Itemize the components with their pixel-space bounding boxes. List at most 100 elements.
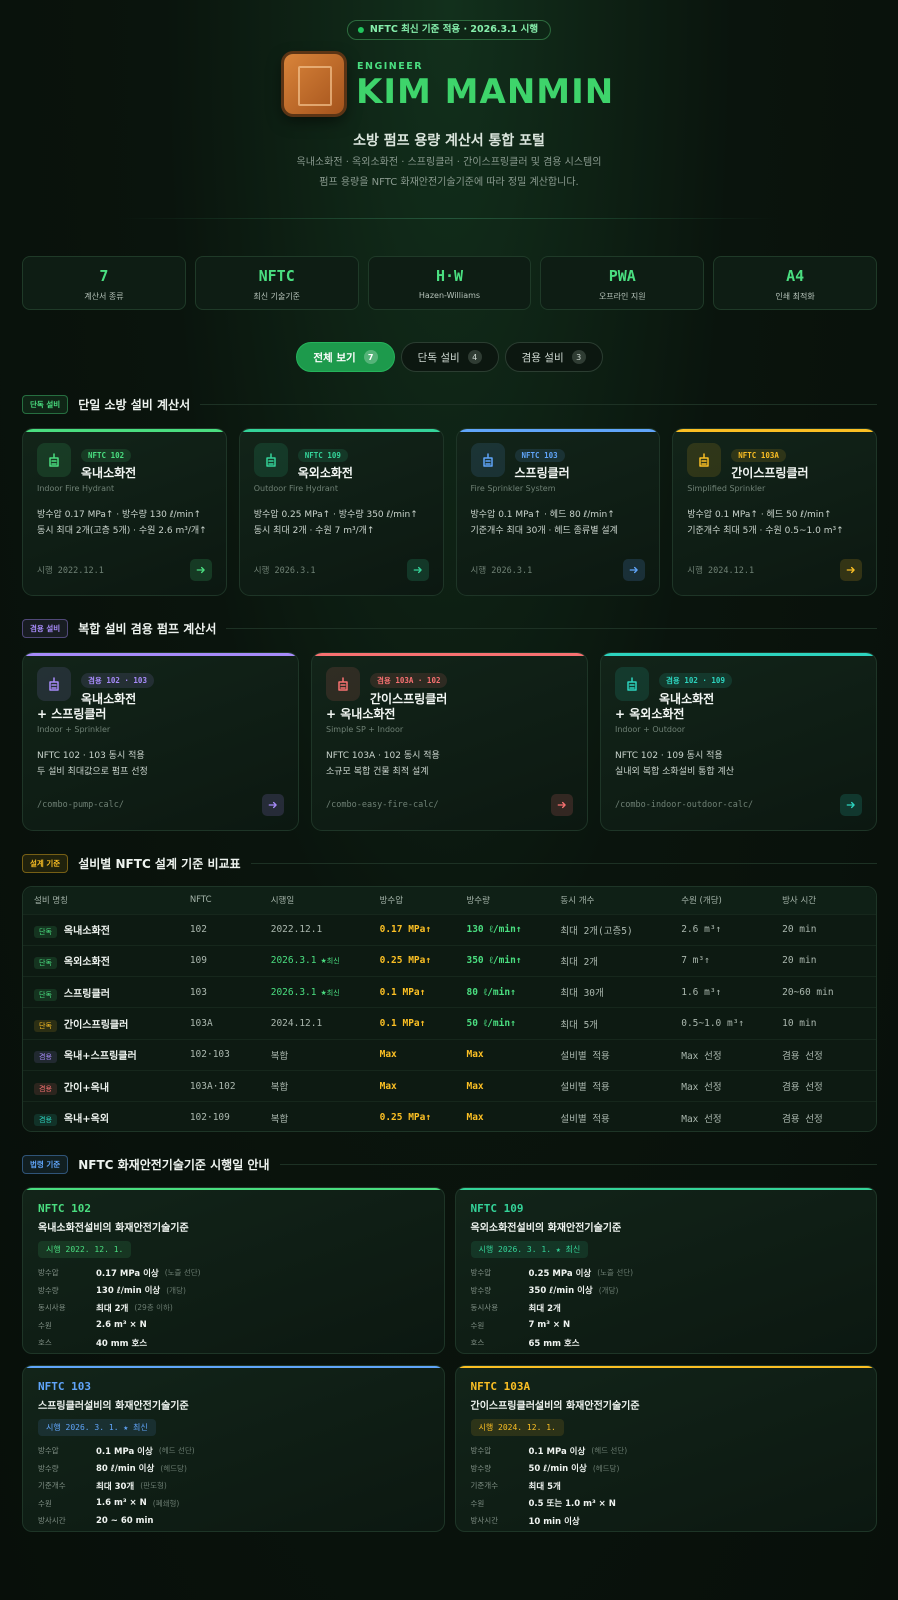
combo-card[interactable]: 겸용 103A · 102 간이스프링클러 + 옥내소화전 Simple SP + I… xyxy=(311,652,588,831)
table-cell: 80 ℓ/min↑ xyxy=(455,976,550,1008)
arrow-icon xyxy=(196,566,205,574)
stat-label: 오프라인 지원 xyxy=(598,292,646,301)
card-english: Outdoor Fire Hydrant xyxy=(253,484,338,493)
item-value: 0.5 또는 1.0 m³ × N xyxy=(528,1499,616,1510)
card-arrow[interactable] xyxy=(262,794,284,816)
section-title: 단일 소방 설비 계산서 xyxy=(78,397,191,412)
cell-text: Max xyxy=(379,1049,397,1061)
card-line: 소규모 복합 건물 최적 설계 xyxy=(326,767,429,777)
section-tag: 겸용 설비 xyxy=(22,618,69,638)
table-cell: 0.5~1.0 m³↑ xyxy=(670,1007,772,1040)
law-item: 기준개수 최대 5개 xyxy=(471,1477,862,1495)
item-note: (헤드당) xyxy=(160,1463,187,1473)
card-code: NFTC 103 xyxy=(514,449,565,462)
stat-label: 인쇄 최적화 xyxy=(775,292,815,301)
row-tag: 겸용 xyxy=(34,1051,57,1064)
cell-text: 2.6 m³↑ xyxy=(681,924,722,936)
stat-card: H·W Hazen-Williams xyxy=(367,256,532,310)
table-cell: Max xyxy=(455,1038,550,1071)
item-value: 7 m³ × N xyxy=(528,1320,571,1331)
filter-tab[interactable]: 단독 설비 4 xyxy=(400,342,499,372)
cell-text: 0.25 MPa↑ xyxy=(379,1112,432,1124)
item-value: 최대 5개 xyxy=(528,1481,561,1492)
cell-text: 간이+옥내 xyxy=(63,1082,110,1094)
table-cell: 0.25 MPa↑ xyxy=(368,944,456,977)
item-value: 130 ℓ/min 이상 xyxy=(96,1286,161,1297)
item-note: (헤드 선단) xyxy=(158,1446,195,1456)
card-arrow[interactable] xyxy=(189,559,212,581)
card-lines: NFTC 102 · 109 동시 적용 실내외 복합 소화설비 통합 계산 xyxy=(615,734,862,780)
card-icon xyxy=(615,667,649,701)
card-footer: 시행 2026.3.1 xyxy=(471,559,646,581)
section-tag: 단독 설비 xyxy=(22,394,69,414)
cell-text: 복합 xyxy=(270,1082,289,1094)
card-english: Simplified Sprinkler xyxy=(687,484,766,493)
law-code: NFTC 102 xyxy=(38,1202,91,1215)
card-name: 스프링클러 xyxy=(514,466,570,480)
description-line: 펌프 용량을 NFTC 화재안전기술기준에 따라 정밀 계산합니다. xyxy=(319,177,579,188)
cell-text: 스프링클러 xyxy=(63,988,110,1000)
item-note: (폐쇄형) xyxy=(152,1498,180,1508)
device-icon xyxy=(699,453,709,467)
section-tag: 설계 기준 xyxy=(22,853,69,873)
card-arrow[interactable] xyxy=(623,559,646,581)
table-cell: 350 ℓ/min↑ xyxy=(455,944,550,977)
card-arrow[interactable] xyxy=(406,559,429,581)
cell-text: 0.25 MPa↑ xyxy=(379,955,432,967)
column-header: 시행일 xyxy=(259,887,369,914)
law-item: 방수량 80 ℓ/min 이상 (헤드당) xyxy=(38,1460,429,1478)
card-arrow[interactable] xyxy=(551,794,573,816)
cell-text: Max xyxy=(466,1080,484,1092)
card-name: 옥내소화전 + 옥외소화전 xyxy=(615,692,862,722)
combo-card[interactable]: 겸용 102 · 109 옥내소화전 + 옥외소화전 Indoor + Outdoor… xyxy=(600,652,877,831)
card-arrow[interactable] xyxy=(840,794,862,816)
calc-card[interactable]: NFTC 102 옥내소화전 Indoor Fire Hydrant 방수압 0.17… xyxy=(22,428,227,596)
item-value: 0.17 MPa 이상 xyxy=(96,1268,159,1279)
item-label: 방수압 xyxy=(470,1446,492,1456)
law-title: 간이스프링클러설비의 화재안전기술기준 xyxy=(470,1401,640,1412)
law-item: 방사시간 10 min 이상 xyxy=(471,1512,862,1530)
brand-title: KIM MANMIN xyxy=(356,72,615,112)
section-rule xyxy=(200,403,877,405)
calc-card[interactable]: NFTC 109 옥외소화전 Outdoor Fire Hydrant 방수압 0.2… xyxy=(238,428,444,596)
card-accent xyxy=(239,429,443,432)
section-rule xyxy=(226,627,877,629)
table-cell: 최대 2개(고층5) xyxy=(549,913,671,946)
card-name: 옥내소화전 xyxy=(81,466,137,480)
law-item: 방수압 0.1 MPa 이상 (헤드 선단) xyxy=(471,1442,862,1460)
table-row: 겸용 옥내+스프링클러 102·103 복합 Max Max 설비별 적용 Max 선정 겸용 … xyxy=(23,1038,876,1071)
table-cell: 겸용 옥내+옥외 xyxy=(23,1101,179,1131)
card-arrow[interactable] xyxy=(840,559,862,581)
calc-card[interactable]: NFTC 103 스프링클러 Fire Sprinkler System 방수압 0.… xyxy=(455,428,661,596)
item-label: 호스 xyxy=(470,1338,485,1348)
calc-card[interactable]: NFTC 103A 간이스프링클러 Simplified Sprinkler 방수압 … xyxy=(672,428,877,596)
item-label: 방수압 xyxy=(38,1446,59,1456)
table-cell: 130 ℓ/min↑ xyxy=(455,913,550,946)
law-item: 방수량 350 ℓ/min 이상 (개당) xyxy=(471,1282,862,1300)
section-title: NFTC 화재안전기술기준 시행일 안내 xyxy=(78,1157,270,1172)
law-item: 동시사용 최대 2개 (29층 이하) xyxy=(38,1299,429,1317)
cell-text: 20 min xyxy=(782,955,817,967)
combo-card[interactable]: 겸용 102 · 103 옥내소화전 + 스프링클러 Indoor + Sprinkl… xyxy=(22,652,299,831)
device-icon xyxy=(627,677,637,691)
card-lines: 방수압 0.1 MPa↑ · 헤드 50 ℓ/min↑ 기준개수 최대 5개 · … xyxy=(687,493,862,539)
filter-tab[interactable]: 전체 보기 7 xyxy=(296,342,395,372)
card-code: NFTC 109 xyxy=(297,449,348,462)
card-grid: NFTC 102 옥내소화전 Indoor Fire Hydrant 방수압 0.17… xyxy=(22,428,877,596)
filter-tab[interactable]: 겸용 설비 3 xyxy=(504,342,603,372)
table-row: 겸용 간이+옥내 103A·102 복합 Max Max 설비별 적용 Max 선정 겸용 선정 xyxy=(23,1069,876,1102)
card-accent xyxy=(312,653,587,656)
item-note: (개당) xyxy=(598,1285,619,1295)
item-value: 40 mm 호스 xyxy=(96,1338,148,1349)
card-path: /combo-easy-fire-calc/ xyxy=(326,800,439,810)
card-code: 겸용 102 · 103 xyxy=(81,673,154,688)
card-accent xyxy=(455,1188,876,1190)
table-cell: 0.1 MPa↑ xyxy=(368,976,456,1008)
card-lines: 방수압 0.1 MPa↑ · 헤드 80 ℓ/min↑ 기준개수 최대 30개 ·… xyxy=(471,493,646,539)
card-footer: /combo-easy-fire-calc/ xyxy=(326,794,573,816)
cell-text: 102·103 xyxy=(189,1049,230,1061)
card-name: 간이스프링클러 xyxy=(731,466,809,480)
law-date: 시행 2022. 12. 1. xyxy=(38,1241,132,1258)
section-header: 법령 기준 NFTC 화재안전기술기준 시행일 안내 xyxy=(22,1154,877,1174)
cell-text: 설비별 적용 xyxy=(560,1050,610,1062)
